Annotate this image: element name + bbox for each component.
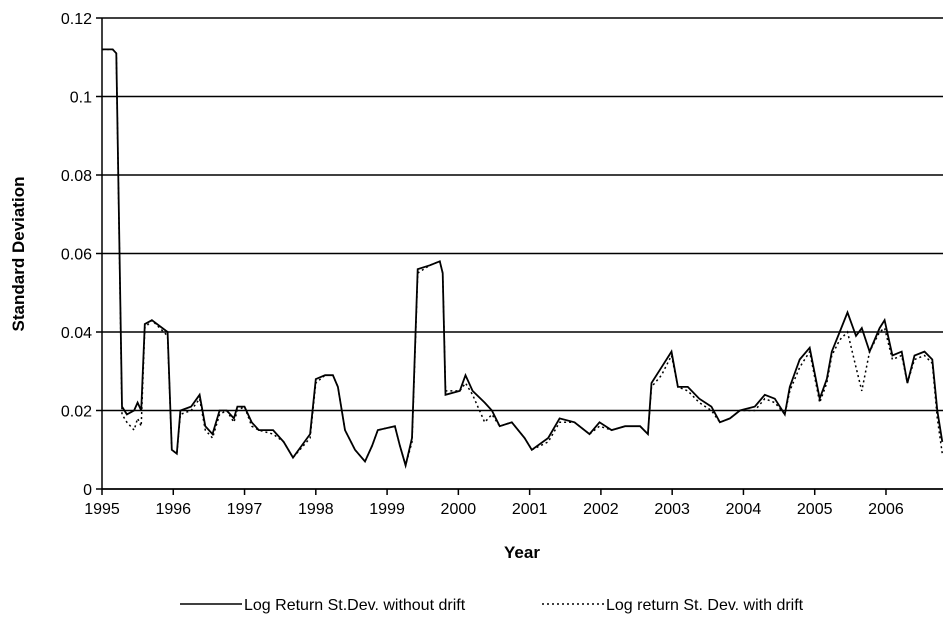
x-tick-label: 2002 [583,501,619,518]
x-tick-label: 1995 [84,501,120,518]
x-tick-label: 1996 [155,501,191,518]
x-tick-label: 2000 [441,501,477,518]
x-tick-label: 1998 [298,501,334,518]
x-tick-label: 2006 [868,501,904,518]
legend-label: Log return St. Dev. with drift [606,597,804,614]
x-axis-title: Year [504,543,540,562]
y-axis-title: Standard Deviation [9,177,28,332]
y-tick-label: 0.08 [61,168,92,185]
x-tick-label: 1997 [227,501,263,518]
x-tick-label: 2005 [797,501,833,518]
x-tick-label: 1999 [369,501,405,518]
y-tick-label: 0.02 [61,404,92,421]
data-line [102,48,944,469]
legend-label: Log Return St.Dev. without drift [244,597,466,614]
y-tick-label: 0.12 [61,11,92,28]
x-tick-label: 2004 [726,501,762,518]
y-tick-label: 0.04 [61,325,92,342]
x-tick-label: 2003 [654,501,690,518]
y-tick-label: 0.1 [70,90,92,107]
data-line [102,48,944,469]
y-tick-label: 0.06 [61,247,92,264]
x-tick-label: 2001 [512,501,548,518]
y-tick-label: 0 [83,482,92,499]
